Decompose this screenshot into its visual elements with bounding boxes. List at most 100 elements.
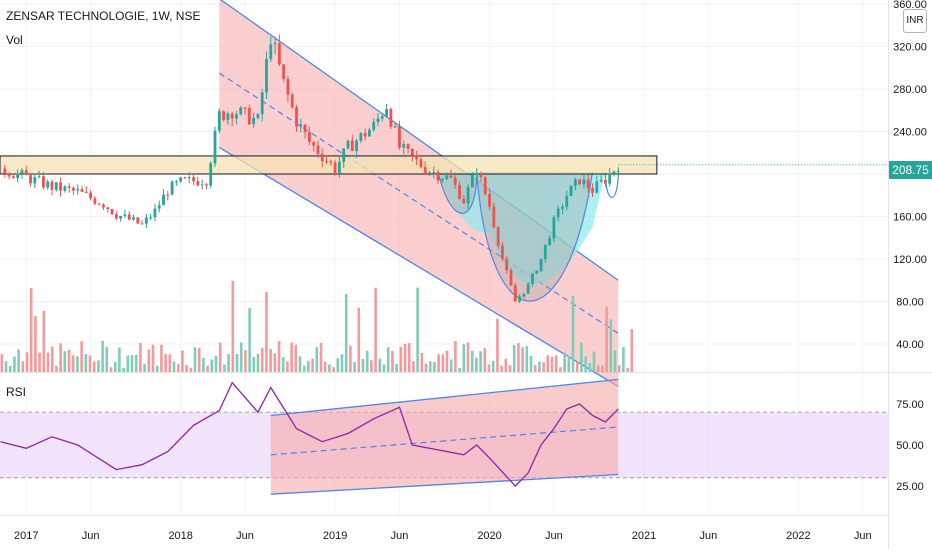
volume-bar — [529, 355, 533, 372]
candle-body — [24, 170, 28, 176]
volume-bar — [265, 291, 268, 372]
symbol-title[interactable]: ZENSAR TECHNOLOGIE, 1W, NSE — [6, 9, 201, 23]
candle-body — [16, 173, 20, 179]
candle-body — [200, 184, 204, 186]
volume-bar — [168, 354, 172, 372]
volume-bar — [71, 355, 75, 372]
volume-bar — [344, 294, 348, 372]
candle-body — [119, 216, 123, 219]
candle-body — [84, 191, 88, 193]
volume-bar — [147, 349, 151, 372]
candle-body — [436, 172, 440, 181]
volume-bar — [449, 359, 453, 372]
volume-bar — [357, 307, 361, 372]
currency-badge[interactable]: INR — [903, 9, 927, 33]
volume-bar — [315, 347, 319, 372]
candle-body — [483, 177, 487, 194]
volume-bar — [164, 354, 167, 372]
volume-bar — [328, 364, 331, 372]
volume-bar — [349, 345, 352, 372]
resistance-zone — [0, 155, 658, 175]
volume-bar — [605, 306, 608, 372]
candle-body — [531, 273, 534, 284]
candle-body — [157, 205, 161, 209]
candle-body — [406, 144, 410, 149]
volume-bar — [302, 365, 306, 372]
time-tick-label: Jun — [545, 530, 563, 542]
price-tick-label: 360.00 — [893, 0, 927, 11]
candle-body — [355, 140, 358, 151]
candle-body — [569, 185, 573, 197]
candle-body — [415, 155, 419, 160]
candle-body — [102, 204, 105, 208]
candle-body — [37, 176, 41, 178]
volume-bar — [441, 354, 445, 372]
volume-bar — [185, 364, 188, 372]
candle-body — [196, 181, 200, 186]
volume-bar — [466, 342, 470, 372]
volume-bar — [592, 351, 596, 372]
candle-body — [359, 132, 363, 141]
volume-bar — [277, 341, 281, 372]
candle-body — [162, 194, 165, 206]
candle-body — [462, 198, 466, 204]
price-tick-label: 80.00 — [896, 297, 924, 309]
candle-body — [222, 111, 225, 120]
candle-body — [136, 217, 140, 224]
candle-body — [513, 285, 517, 302]
volume-bar — [134, 354, 138, 372]
volume-bar — [252, 357, 256, 372]
candle-body — [20, 170, 24, 174]
rsi-label: RSI — [6, 385, 27, 399]
volume-bar — [126, 355, 130, 372]
volume-bar — [412, 361, 415, 372]
volume-bar — [260, 347, 264, 372]
candle-body — [423, 167, 427, 174]
time-tick-label: 2019 — [323, 530, 347, 542]
candle-body — [174, 181, 178, 183]
volume-bar — [298, 356, 302, 372]
volume-bar — [244, 350, 247, 372]
candle-body — [153, 208, 157, 218]
volume-bar — [55, 365, 58, 372]
candle-body — [470, 174, 474, 188]
candle-body — [67, 186, 71, 188]
volume-bar — [512, 345, 516, 372]
handle-right-arc — [604, 171, 619, 198]
volume-bar — [67, 349, 71, 372]
candle-body — [235, 114, 238, 119]
volume-bar — [584, 356, 587, 372]
candle-body — [46, 181, 50, 188]
volume-bar — [122, 367, 125, 372]
volume-bar — [340, 354, 344, 372]
candle-body — [350, 140, 354, 151]
volume-bar — [487, 364, 491, 372]
candle-body — [252, 117, 256, 125]
time-tick-label: 2020 — [477, 530, 501, 542]
volume-bar — [294, 344, 298, 372]
candle-body — [389, 109, 393, 127]
candle-body — [501, 245, 504, 260]
volume-bar — [353, 362, 356, 372]
rsi-tick-label: 50.00 — [896, 440, 924, 452]
candle-body — [466, 187, 470, 204]
volume-bar — [59, 343, 62, 372]
candle-body — [522, 293, 526, 297]
time-tick-label: 2018 — [168, 530, 192, 542]
volume-bar — [42, 310, 46, 372]
volume-bar — [29, 288, 33, 372]
rsi-tick-label: 25.00 — [896, 481, 924, 493]
candle-body — [29, 175, 32, 184]
candle-body — [123, 214, 127, 217]
volume-bar — [8, 365, 12, 372]
candle-body — [277, 43, 281, 65]
volume-bar — [462, 344, 466, 372]
candle-body — [187, 177, 191, 179]
volume-bar — [395, 364, 398, 372]
candle-body — [192, 177, 195, 182]
candle-body — [565, 196, 569, 207]
candle-body — [372, 122, 376, 130]
volume-bar — [609, 319, 613, 372]
volume-bar — [88, 355, 92, 372]
